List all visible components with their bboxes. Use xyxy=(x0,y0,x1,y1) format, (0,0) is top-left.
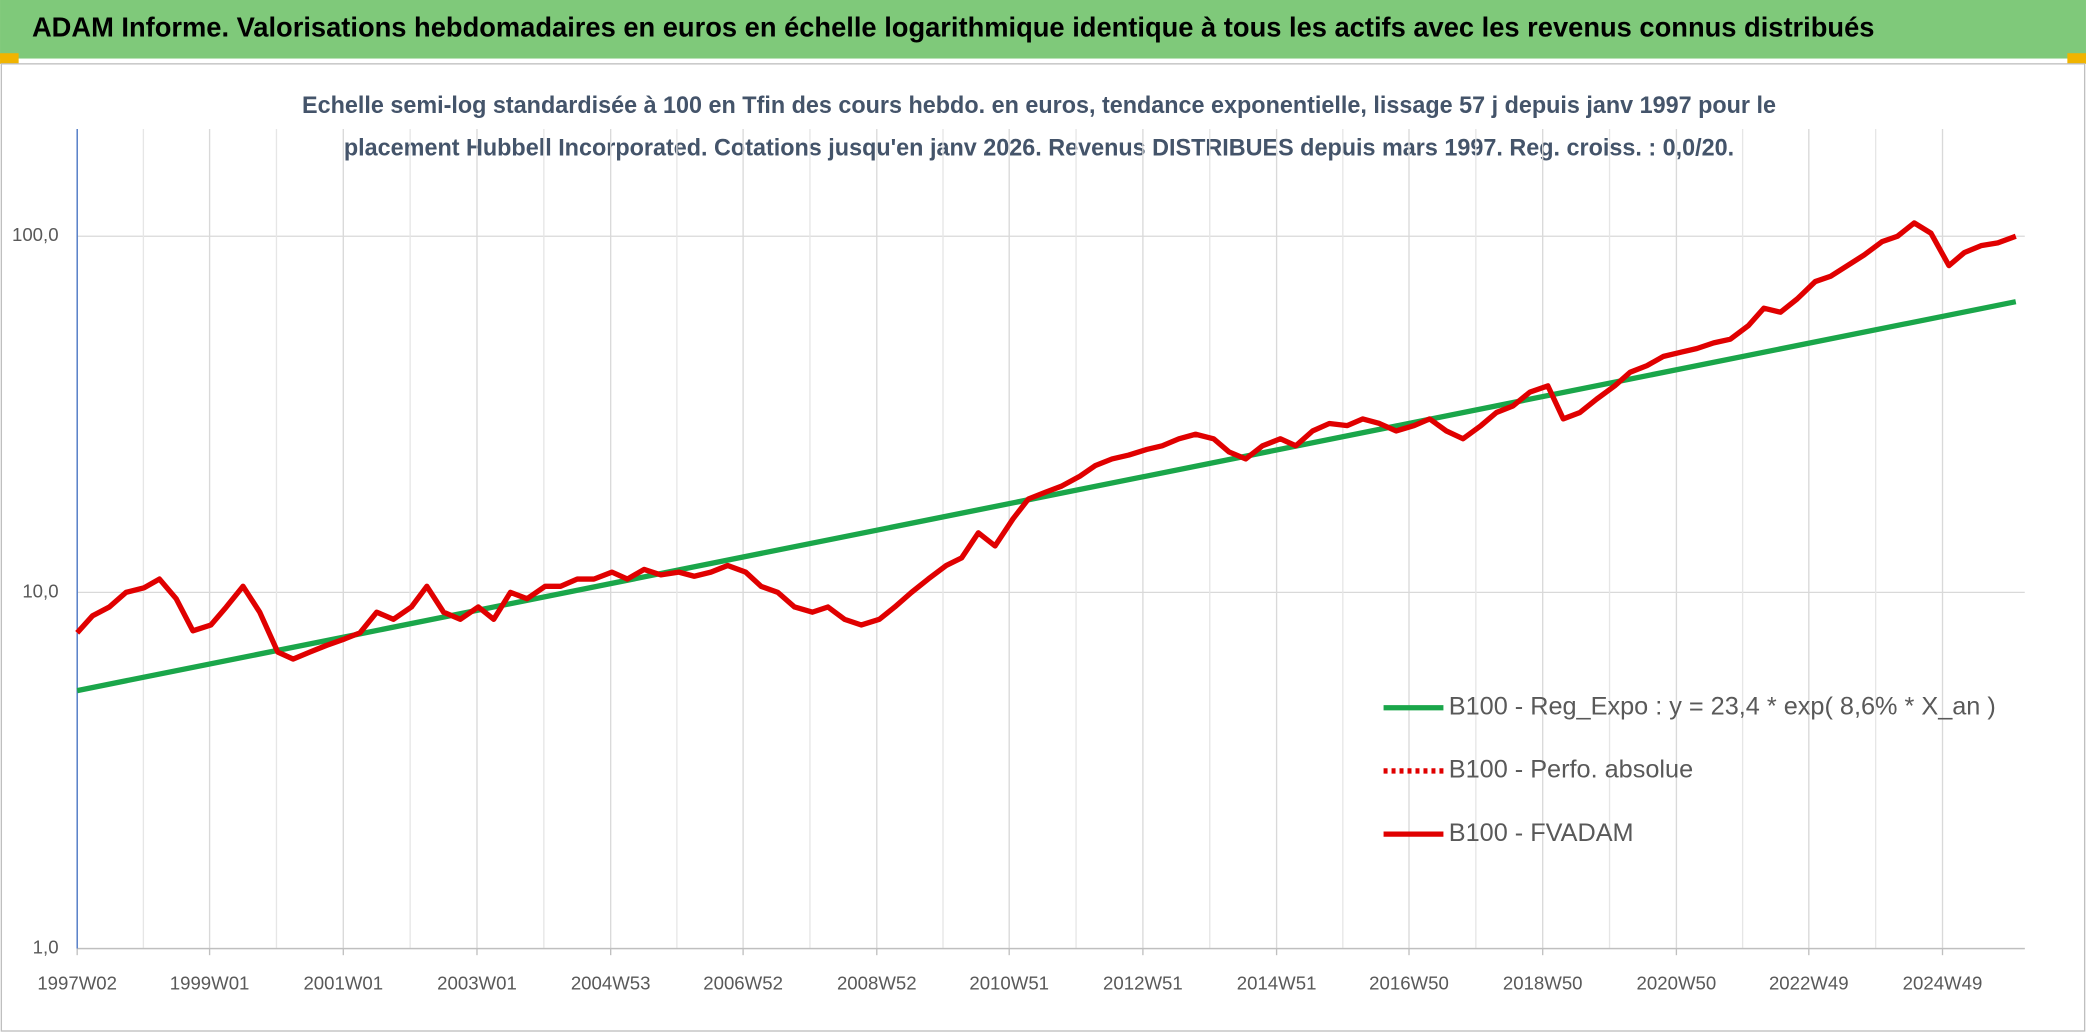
series-line xyxy=(76,299,2017,694)
x-tick-label: 2003W01 xyxy=(437,972,517,993)
x-tick-label: 2018W50 xyxy=(1503,972,1583,993)
y-tick-label: 100,0 xyxy=(12,224,59,245)
x-tick-label: 2020W50 xyxy=(1637,972,1717,993)
legend-label: B100 - FVADAM xyxy=(1449,819,1634,847)
legend: B100 - Reg_Expo : y = 23,4 * exp( 8,6% *… xyxy=(1383,692,1996,847)
legend-label: B100 - Perfo. absolue xyxy=(1449,756,1693,784)
x-tick-label: 2010W51 xyxy=(969,972,1049,993)
corner-mark xyxy=(0,53,19,64)
chart-title: ADAM Informe. Valorisations hebdomadaire… xyxy=(32,12,1875,43)
x-tick-label: 2012W51 xyxy=(1103,972,1183,993)
x-tick-label: 2016W50 xyxy=(1369,972,1449,993)
x-tick-label: 2024W49 xyxy=(1903,972,1983,993)
grid: 1,0 10,0 100,0 1997W02 1999W01 2001W01 2003W01… xyxy=(12,129,2025,993)
corner-mark xyxy=(2067,53,2086,64)
chart-panel xyxy=(0,63,2086,1032)
x-tick-label: 2008W52 xyxy=(837,972,917,993)
x-tick-label: 2004W53 xyxy=(571,972,651,993)
legend-label: B100 - Reg_Expo : y = 23,4 * exp( 8,6% *… xyxy=(1449,692,1996,720)
plot-area xyxy=(75,220,2017,694)
chart-subtitle: placement Hubbell Incorporated. Cotation… xyxy=(344,134,1734,161)
x-tick-label: 2001W01 xyxy=(303,972,383,993)
x-tick-label: 1997W02 xyxy=(37,972,117,993)
chart-subtitle: Echelle semi-log standardisée à 100 en T… xyxy=(302,92,1776,119)
x-tick-label: 2014W51 xyxy=(1237,972,1317,993)
header-bar xyxy=(0,0,2086,59)
x-tick-label: 2006W52 xyxy=(703,972,783,993)
y-tick-label: 1,0 xyxy=(33,936,59,957)
x-tick-label: 1999W01 xyxy=(170,972,250,993)
x-tick-label: 2022W49 xyxy=(1769,972,1849,993)
series-line xyxy=(75,220,2017,662)
y-tick-label: 10,0 xyxy=(22,580,58,601)
